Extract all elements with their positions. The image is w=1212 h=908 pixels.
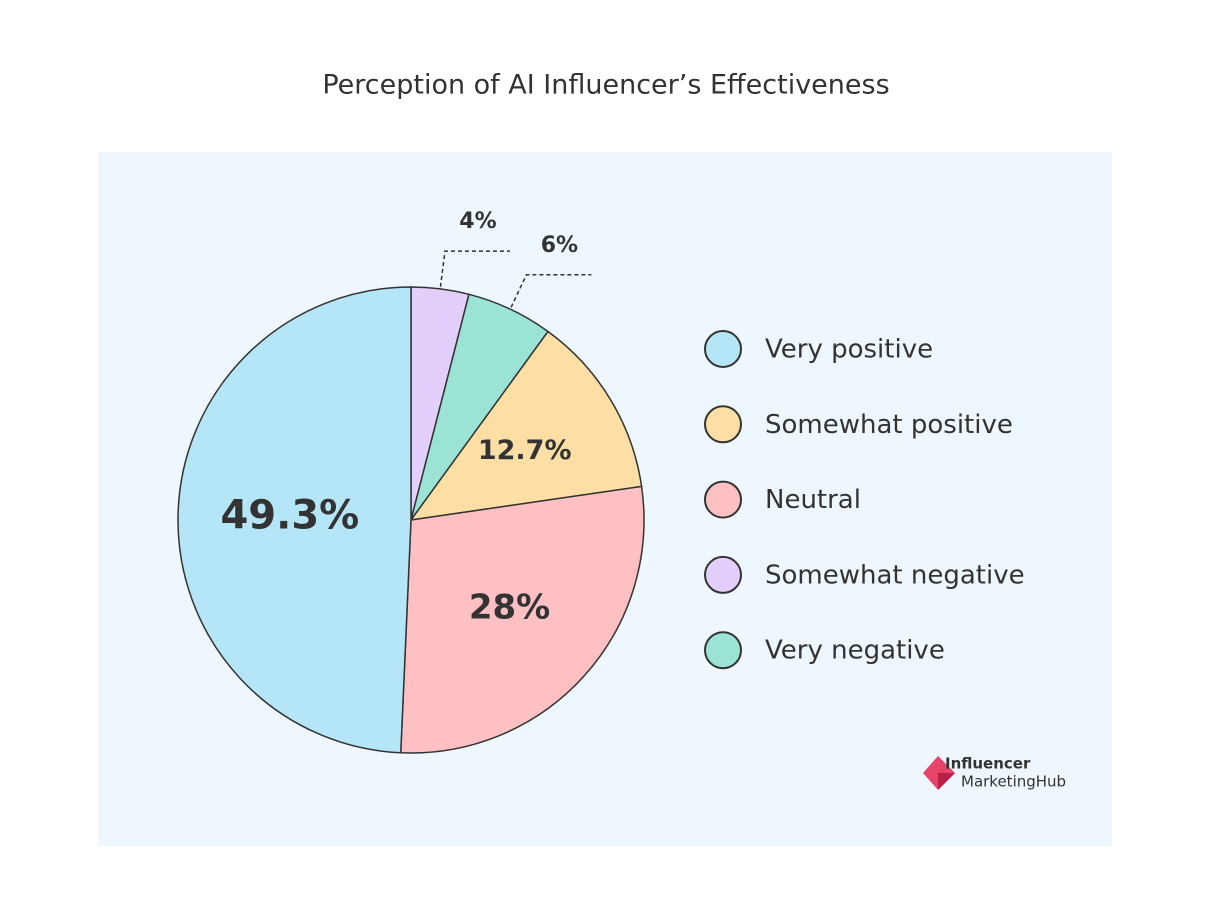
legend-swatch	[704, 405, 742, 444]
logo-icon-shade	[938, 773, 955, 790]
legend-label: Very negative	[765, 636, 945, 666]
pie-slice	[399, 485, 645, 754]
data-label: 28%	[469, 588, 550, 628]
legend-swatch	[704, 480, 742, 519]
legend-label: Somewhat positive	[765, 410, 1013, 440]
chart-title: Perception of AI Influencer’s Effectiven…	[322, 70, 889, 101]
legend-swatch	[704, 631, 742, 670]
leader-line	[510, 274, 592, 308]
legend-swatch	[704, 330, 742, 368]
logo-line: Influencer	[945, 755, 1031, 773]
legend-label: Neutral	[765, 485, 861, 515]
logo: Influencer MarketingHub	[923, 755, 1066, 791]
leader-line	[439, 250, 510, 287]
legend-swatch	[704, 555, 742, 594]
pie-slice	[409, 330, 643, 521]
data-label: 49.3%	[220, 492, 359, 538]
data-label: 6%	[541, 233, 578, 258]
legend-label: Somewhat negative	[765, 560, 1025, 590]
legend-label: Very positive	[765, 335, 933, 365]
data-label: 12.7%	[478, 435, 572, 466]
data-label: 4%	[459, 209, 496, 234]
pie-slice	[177, 286, 412, 754]
logo-line: MarketingHub	[961, 773, 1066, 791]
